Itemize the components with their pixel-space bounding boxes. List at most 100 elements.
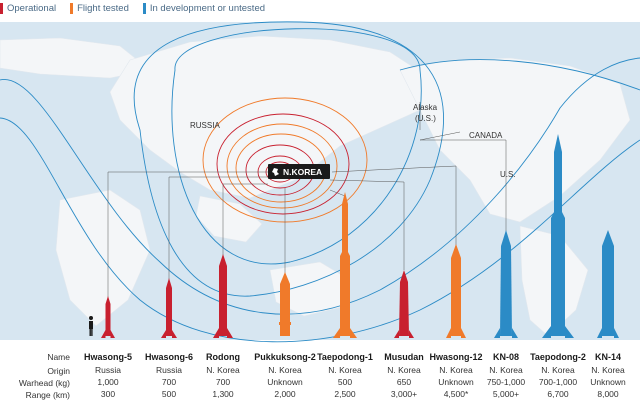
leader-lines xyxy=(107,102,507,300)
missile-warhead: Unknown xyxy=(267,377,303,387)
missile-range: 4,500* xyxy=(443,389,469,399)
row-header-range: Range (km) xyxy=(25,390,70,400)
missile-taepodong-1 xyxy=(333,192,357,338)
missile-name: Taepodong-2 xyxy=(530,352,586,362)
missile-column-taepodong-2: Taepodong-2 N. Korea 700-1,000 6,700 xyxy=(526,351,590,400)
legend-swatch-flight-tested xyxy=(70,2,74,14)
missile-warhead: Unknown xyxy=(590,377,626,387)
north-korea-label: N.KOREA xyxy=(283,166,323,177)
missile-hwasong-12 xyxy=(446,244,466,338)
missile-range: 2,500 xyxy=(334,389,356,399)
map-label-russia: RUSSIA xyxy=(190,121,220,130)
range-ring-6700 xyxy=(133,21,445,297)
leader-hwasong-5 xyxy=(107,171,268,300)
missile-origin: N. Korea xyxy=(541,365,575,375)
missile-pukkuksong-2 xyxy=(279,272,291,336)
missile-warhead: 700-1,000 xyxy=(538,377,578,387)
missile-range: 300 xyxy=(100,389,116,399)
missile-column-pukkuksong-2: Pukkuksong-2 N. Korea Unknown 2,000 xyxy=(253,351,317,400)
missile-taepodong-2 xyxy=(542,134,574,338)
eurasia-shape xyxy=(109,35,431,199)
map-label-canada: CANADA xyxy=(469,131,503,140)
map-label-us: U.S. xyxy=(500,170,516,179)
range-ring-3000 xyxy=(216,113,350,215)
missile-range: 3,000+ xyxy=(390,389,418,399)
missile-range: 500 xyxy=(161,389,177,399)
missile-warhead: 700 xyxy=(215,377,231,387)
missile-warhead: 1,000 xyxy=(97,377,119,387)
leader-rodong xyxy=(222,183,268,262)
north-america-east-shape xyxy=(399,57,631,223)
missile-name: Taepodong-1 xyxy=(317,352,373,362)
missile-column-rodong: Rodong N. Korea 700 1,300 xyxy=(191,351,255,400)
range-rings xyxy=(0,21,640,343)
map-label-alaska-sub: (U.S.) xyxy=(415,114,436,123)
north-korea-shape-icon xyxy=(272,167,279,176)
missile-name: Pukkuksong-2 xyxy=(254,352,316,362)
missile-column-musudan: Musudan N. Korea 650 3,000+ xyxy=(372,351,436,400)
legend-item-development: In development or untested xyxy=(142,2,266,14)
missile-musudan xyxy=(394,270,414,338)
missile-column-kn08: KN-08 N. Korea 750-1,000 5,000+ xyxy=(474,351,538,400)
missile-name: Musudan xyxy=(384,352,424,362)
missile-range: 2,000 xyxy=(274,389,296,399)
leader-hwasong-6 xyxy=(168,176,268,282)
missile-range: 5,000+ xyxy=(492,389,520,399)
missile-origin: Russia xyxy=(95,365,121,375)
range-ring-outer xyxy=(0,117,640,343)
leader-canada xyxy=(419,131,461,141)
legend-item-operational: Operational xyxy=(0,2,57,14)
leader-hwasong-12 xyxy=(331,165,457,246)
missile-kn08 xyxy=(494,230,518,338)
missile-name: Hwasong-5 xyxy=(83,352,132,362)
missile-origin: N. Korea xyxy=(387,365,421,375)
missile-warhead: 700 xyxy=(161,377,177,387)
missile-silhouettes xyxy=(89,134,619,338)
row-header-origin: Origin xyxy=(47,366,70,376)
missile-column-taepodong-1: Taepodong-1 N. Korea 500 2,500 xyxy=(313,351,377,400)
missile-origin: N. Korea xyxy=(591,365,625,375)
row-header-name: Name xyxy=(47,352,70,362)
leader-kn08 xyxy=(420,139,507,232)
legend-label-flight-tested: Flight tested xyxy=(77,2,129,14)
missile-origin: N. Korea xyxy=(206,365,240,375)
missile-column-kn14: KN-14 N. Korea Unknown 8,000 xyxy=(576,351,640,400)
missile-origin: Russia xyxy=(156,365,182,375)
missile-origin: N. Korea xyxy=(328,365,362,375)
legend-swatch-development xyxy=(142,2,146,14)
legend: Operational Flight tested In development… xyxy=(0,1,279,15)
missile-name: Hwasong-6 xyxy=(144,352,193,362)
legend-label-development: In development or untested xyxy=(149,2,266,14)
missile-name: Rodong xyxy=(206,352,240,362)
legend-item-flight-tested: Flight tested xyxy=(70,2,129,14)
range-ring-2500 xyxy=(226,123,338,209)
person-scale-icon xyxy=(89,316,93,336)
row-header-warhead: Warhead (kg) xyxy=(18,378,70,388)
north-korea-badge: N.KOREA xyxy=(268,164,330,179)
missile-range: 6,700 xyxy=(547,389,569,399)
legend-swatch-operational xyxy=(0,2,3,14)
missile-warhead: 650 xyxy=(396,377,412,387)
missile-column-hwasong-6: Hwasong-6 Russia 700 500 xyxy=(137,351,201,400)
missile-warhead: 500 xyxy=(337,377,353,387)
range-ring-5000 xyxy=(171,28,422,265)
legend-label-operational: Operational xyxy=(7,2,57,14)
leader-musudan xyxy=(329,179,405,270)
missile-origin: N. Korea xyxy=(489,365,523,375)
missile-column-hwasong-5: Hwasong-5 Russia 1,000 300 xyxy=(76,351,140,400)
missile-name: KN-14 xyxy=(594,352,621,362)
missile-origin: N. Korea xyxy=(268,365,302,375)
missile-range: 1,300 xyxy=(212,389,234,399)
missile-hwasong-6 xyxy=(161,278,177,338)
missile-kn14 xyxy=(597,230,619,338)
leader-taepodong-1 xyxy=(329,189,346,197)
map-label-alaska: Alaska xyxy=(413,103,438,112)
missile-warhead: 750-1,000 xyxy=(486,377,526,387)
missile-range: 8,000 xyxy=(597,389,619,399)
missile-name: Hwasong-12 xyxy=(429,352,483,362)
range-ring-8000 xyxy=(0,57,640,315)
missile-origin: N. Korea xyxy=(439,365,473,375)
missile-name: KN-08 xyxy=(492,352,519,362)
